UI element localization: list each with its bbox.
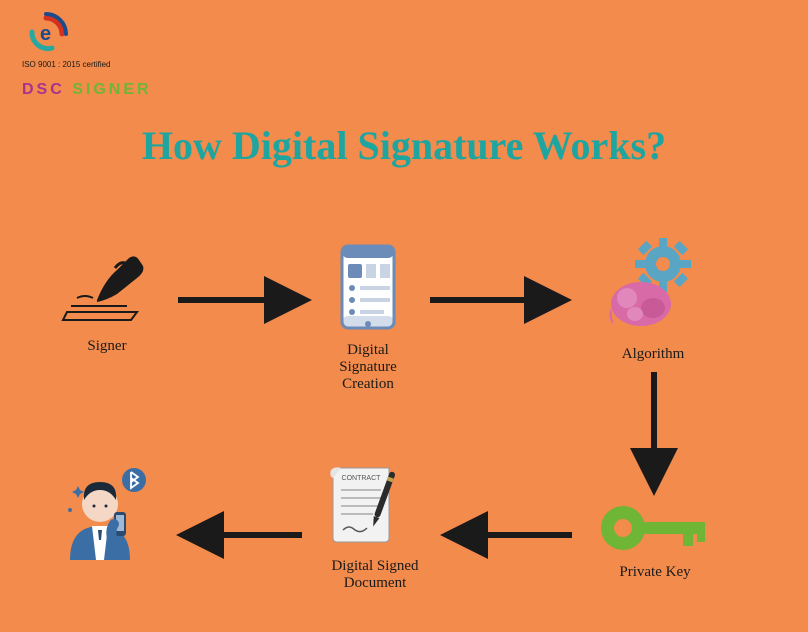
key-label: Private Key — [590, 564, 720, 581]
signed-doc-label: Digital Signed Document — [320, 558, 430, 592]
node-creation: Digital Signature Creation — [318, 244, 418, 393]
algorithm-label: Algorithm — [598, 346, 708, 363]
algorithm-icon — [598, 238, 708, 338]
node-algorithm: Algorithm — [598, 238, 708, 363]
node-private-key: Private Key — [590, 500, 720, 581]
logo-block: e ISO 9001 : 2015 certified DSC SIGNER — [22, 10, 152, 99]
signed-doc-icon: CONTRACT — [320, 460, 430, 550]
svg-text:CONTRACT: CONTRACT — [342, 475, 382, 482]
brand-part1: DSC — [22, 81, 65, 98]
logo-mark: e — [22, 10, 70, 58]
key-icon — [590, 500, 720, 556]
node-signed-doc: CONTRACT Digital Signed Document — [320, 460, 430, 592]
cert-text: ISO 9001 : 2015 certified — [22, 60, 152, 69]
signer-icon — [52, 250, 162, 330]
verifier-icon — [52, 460, 162, 570]
svg-text:e: e — [40, 23, 51, 45]
node-verifier — [52, 460, 162, 570]
page-title: How Digital Signature Works? — [0, 122, 808, 169]
creation-icon — [318, 244, 418, 334]
node-signer: Signer — [52, 250, 162, 355]
signer-label: Signer — [52, 338, 162, 355]
brand-part2: SIGNER — [72, 81, 151, 98]
infographic-canvas: e ISO 9001 : 2015 certified DSC SIGNER H… — [0, 0, 808, 632]
brand-text: DSC SIGNER — [22, 81, 152, 99]
creation-label: Digital Signature Creation — [318, 342, 418, 393]
